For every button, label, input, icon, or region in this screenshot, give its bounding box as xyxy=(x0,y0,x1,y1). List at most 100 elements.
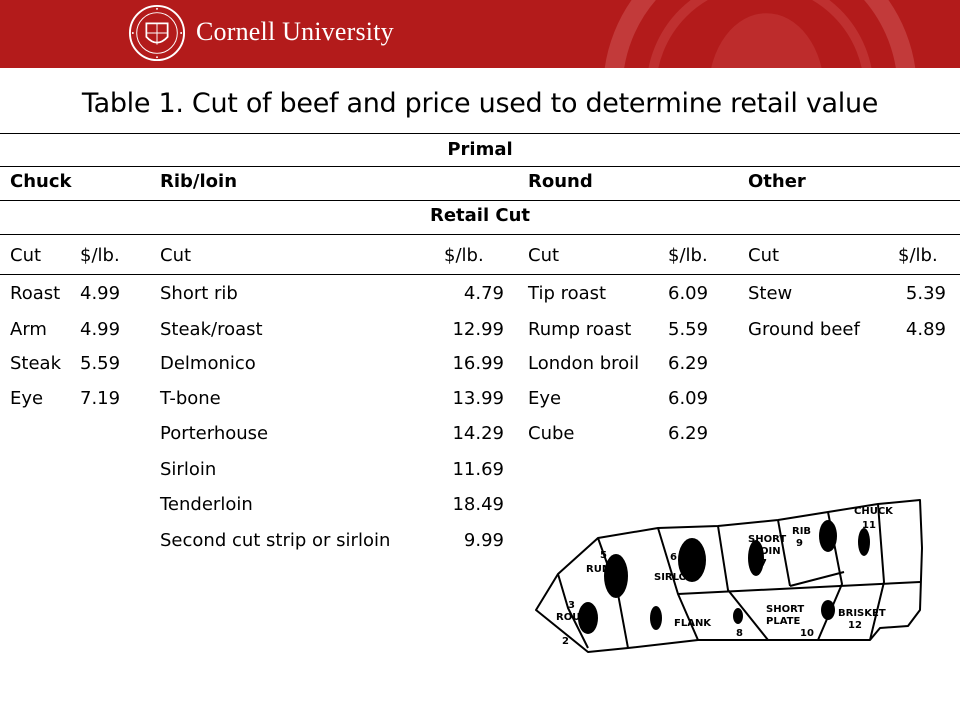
table-row: Arm 4.99 Steak/roast 12.99 Rump roast 5.… xyxy=(0,312,960,348)
table-row: Roast 4.99 Short rib 4.79 Tip roast 6.09… xyxy=(0,276,960,312)
rib-cut: Short rib xyxy=(160,283,238,304)
label-rump: RUMP xyxy=(586,564,619,575)
col-other-price: $/lb. xyxy=(898,245,938,266)
label-brisket: BRISKET xyxy=(838,608,886,619)
primal-rule xyxy=(0,166,960,167)
page-title: Table 1. Cut of beef and price used to d… xyxy=(81,88,879,119)
round-price: 6.29 xyxy=(668,423,709,444)
label-short-plate: SHORT xyxy=(766,604,804,615)
label-round-num-a: 3 xyxy=(568,600,575,611)
label-round-num-c: 2 xyxy=(562,636,569,647)
column-labels-rule xyxy=(0,274,960,275)
label-chuck-num: 11 xyxy=(862,520,876,531)
label-rump-num: 5 xyxy=(600,550,607,561)
label-chuck: CHUCK xyxy=(854,506,894,517)
label-rib: RIB xyxy=(792,526,811,537)
round-cut: Cube xyxy=(528,423,575,444)
primal-names-row: Chuck Rib/loin Round Other xyxy=(0,164,960,200)
other-price xyxy=(880,452,946,488)
other-cut: Ground beef xyxy=(748,319,860,340)
col-rib-price: $/lb. xyxy=(444,245,484,266)
column-labels-row: Cut $/lb. Cut $/lb. Cut $/lb. Cut $/lb. xyxy=(0,238,960,274)
rib-price: 13.99 xyxy=(452,388,504,409)
watermark-seal-icon xyxy=(604,0,916,68)
label-flank-num: 8 xyxy=(736,628,743,639)
rib-cut: Porterhouse xyxy=(160,423,269,444)
chuck-cut: Steak xyxy=(10,353,62,374)
chuck-price: 5.59 xyxy=(80,353,121,374)
chuck-cut: Eye xyxy=(10,388,44,409)
other-price xyxy=(880,381,946,417)
other-price: 5.39 xyxy=(905,283,946,304)
label-short-plate-2: PLATE xyxy=(766,616,800,627)
rib-price: 4.79 xyxy=(463,283,504,304)
col-other-cut: Cut xyxy=(748,245,780,266)
label-flank: FLANK xyxy=(674,618,712,629)
rib-cut: T-bone xyxy=(160,388,221,409)
chuck-price: 7.19 xyxy=(80,388,121,409)
cornell-seal-icon xyxy=(128,4,186,62)
label-round-num-b: 4 xyxy=(586,624,593,635)
round-price: 6.09 xyxy=(668,283,709,304)
round-cut: London broil xyxy=(528,353,640,374)
header-bar: Cornell University xyxy=(0,0,960,68)
table-row: Steak 5.59 Delmonico 16.99 London broil … xyxy=(0,346,960,382)
primal-header-row: Primal xyxy=(0,132,960,168)
table-top-rule xyxy=(0,133,960,134)
round-price: 6.09 xyxy=(668,388,709,409)
round-cut: Rump roast xyxy=(528,319,632,340)
label-short-loin-2: LOIN xyxy=(754,546,781,557)
retail-cut-header-row: Retail Cut xyxy=(0,198,960,234)
primal-round: Round xyxy=(528,171,593,192)
chuck-price: 4.99 xyxy=(80,319,121,340)
other-price xyxy=(880,416,946,452)
table-row: Porterhouse 14.29 Cube 6.29 xyxy=(0,416,960,452)
chuck-price: 4.99 xyxy=(80,283,121,304)
label-short-loin-num: 7 xyxy=(760,558,767,569)
rib-price: 12.99 xyxy=(452,319,504,340)
label-round: ROUND xyxy=(556,612,597,623)
chuck-cut: Arm xyxy=(10,319,47,340)
rib-price: 11.69 xyxy=(452,459,504,480)
other-cut: Stew xyxy=(748,283,793,304)
primal-chuck: Chuck xyxy=(10,171,72,192)
rib-price: 14.29 xyxy=(452,423,504,444)
other-price xyxy=(880,346,946,382)
label-rib-num: 9 xyxy=(796,538,803,549)
table-row: Sirloin 11.69 xyxy=(0,452,960,488)
col-rib-cut: Cut xyxy=(160,245,192,266)
label-short-loin: SHORT xyxy=(748,534,786,545)
rib-price: 9.99 xyxy=(463,530,504,551)
primal-other: Other xyxy=(748,171,806,192)
retail-cut-rule xyxy=(0,234,960,235)
rib-cut: Delmonico xyxy=(160,353,256,374)
round-cut: Tip roast xyxy=(528,283,607,304)
rib-cut: Tenderloin xyxy=(160,494,253,515)
table-row: Tenderloin 18.49 xyxy=(0,487,960,523)
col-chuck-cut: Cut xyxy=(10,245,42,266)
primal-header: Primal xyxy=(447,139,513,160)
rib-cut: Second cut strip or sirloin xyxy=(160,530,391,551)
round-price: 6.29 xyxy=(668,353,709,374)
col-chuck-price: $/lb. xyxy=(80,245,120,266)
round-price: 5.59 xyxy=(668,319,709,340)
primal-names-rule xyxy=(0,200,960,201)
rib-price: 18.49 xyxy=(452,494,504,515)
other-price: 4.89 xyxy=(905,319,946,340)
marbling-icon xyxy=(578,520,870,634)
beef-cuts-diagram: 5 RUMP 6 SIRLOIN SHORT LOIN 7 RIB 9 CHUC… xyxy=(535,499,923,653)
col-round-cut: Cut xyxy=(528,245,560,266)
label-sirloin: SIRLOIN xyxy=(654,572,699,583)
retail-cut-header: Retail Cut xyxy=(429,205,531,226)
rib-cut: Sirloin xyxy=(160,459,217,480)
table-row: Eye 7.19 T-bone 13.99 Eye 6.09 xyxy=(0,381,960,417)
label-sirloin-num: 6 xyxy=(670,552,677,563)
label-brisket-num: 12 xyxy=(848,620,862,631)
col-round-price: $/lb. xyxy=(668,245,708,266)
chuck-cut: Roast xyxy=(10,283,61,304)
university-wordmark: Cornell University xyxy=(196,17,394,46)
rib-cut: Steak/roast xyxy=(160,319,263,340)
round-cut: Eye xyxy=(528,388,562,409)
primal-rib-loin: Rib/loin xyxy=(160,171,238,192)
label-short-plate-num: 10 xyxy=(800,628,814,639)
